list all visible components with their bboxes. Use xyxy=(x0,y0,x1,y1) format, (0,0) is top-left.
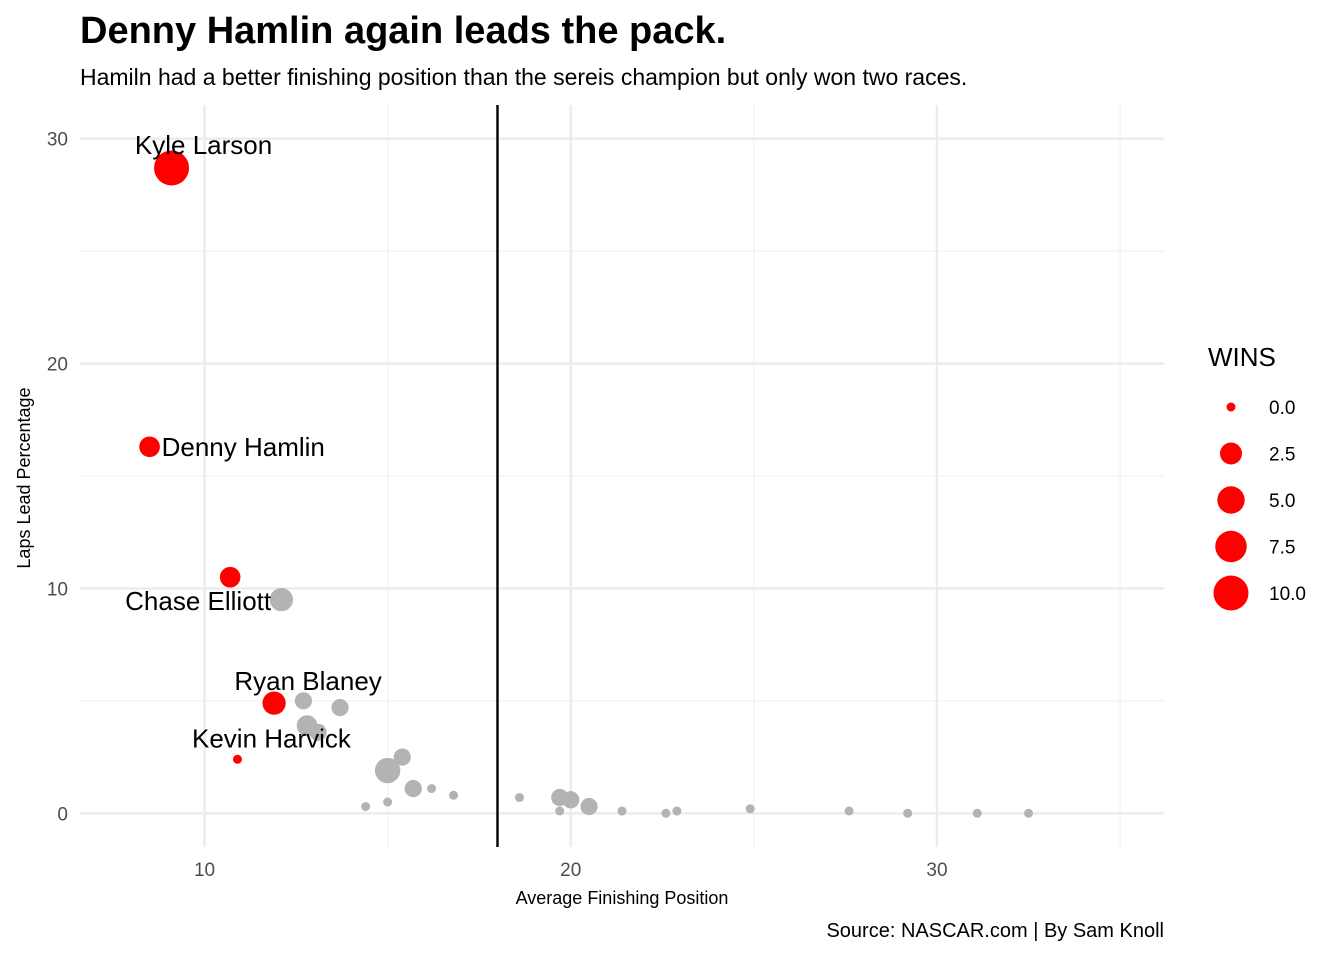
highlight-point xyxy=(232,754,242,764)
data-point xyxy=(672,806,682,816)
legend-label: 5.0 xyxy=(1269,491,1295,512)
y-tick-label: 0 xyxy=(57,804,68,825)
y-tick-label: 30 xyxy=(47,130,68,151)
x-axis-title: Average Finishing Position xyxy=(516,888,729,908)
data-point xyxy=(972,808,982,818)
chart-caption: Source: NASCAR.com | By Sam Knoll xyxy=(826,920,1164,942)
legend-key xyxy=(1226,402,1236,412)
data-point xyxy=(383,797,393,807)
highlight-point xyxy=(219,566,241,588)
highlight-point xyxy=(139,436,160,458)
chart-title: Denny Hamlin again leads the pack. xyxy=(80,10,727,52)
point-labels: Kyle Larson Denny Hamlin Chase Elliott Ryan… xyxy=(125,130,382,753)
chart-subtitle: Hamiln had a better finishing position t… xyxy=(80,64,968,90)
data-point xyxy=(745,804,755,814)
data-point xyxy=(661,808,671,818)
highlight-point xyxy=(262,691,286,715)
data-point xyxy=(404,779,422,798)
data-point xyxy=(903,808,913,818)
point-label: Kyle Larson xyxy=(135,130,272,160)
data-point xyxy=(361,802,371,812)
x-tick-label: 20 xyxy=(560,860,581,881)
data-point xyxy=(294,692,313,710)
data-point xyxy=(617,806,627,816)
legend-title: WINS xyxy=(1208,342,1276,372)
y-tick-label: 20 xyxy=(47,355,68,376)
legend-label: 7.5 xyxy=(1269,538,1295,559)
data-point xyxy=(562,791,580,809)
data-point xyxy=(269,588,294,612)
legend-label: 2.5 xyxy=(1269,445,1295,466)
highlight-point xyxy=(154,150,190,186)
data-point xyxy=(309,723,327,741)
size-legend: WINS 0.0 2.5 5.0 7.5 10.0 xyxy=(1208,342,1306,611)
x-tick-label: 10 xyxy=(194,860,215,881)
point-label: Ryan Blaney xyxy=(234,666,381,696)
point-label: Chase Elliott xyxy=(125,586,272,616)
data-point xyxy=(393,748,411,766)
legend-label: 0.0 xyxy=(1269,398,1295,419)
data-point xyxy=(1024,808,1033,818)
data-point xyxy=(427,784,437,794)
data-point xyxy=(374,757,401,784)
axis-ticks: 10 20 30 0 10 20 30 xyxy=(47,130,948,881)
data-point xyxy=(514,793,524,803)
data-point xyxy=(331,698,349,717)
legend-label: 10.0 xyxy=(1269,584,1306,605)
point-label: Kevin Harvick xyxy=(192,723,352,753)
legend-key xyxy=(1217,486,1245,514)
legend-key xyxy=(1220,442,1242,465)
data-point xyxy=(555,806,565,816)
x-tick-label: 30 xyxy=(926,860,947,881)
legend-key xyxy=(1213,575,1249,611)
data-point xyxy=(580,797,598,816)
y-axis-title: Laps Lead Percentage xyxy=(14,387,34,568)
point-label: Denny Hamlin xyxy=(162,432,325,462)
data-point xyxy=(844,806,854,816)
data-point xyxy=(449,790,459,800)
y-tick-label: 10 xyxy=(47,579,68,600)
legend-key xyxy=(1215,530,1247,563)
grid-lines xyxy=(80,105,1164,847)
data-points xyxy=(139,150,1033,818)
